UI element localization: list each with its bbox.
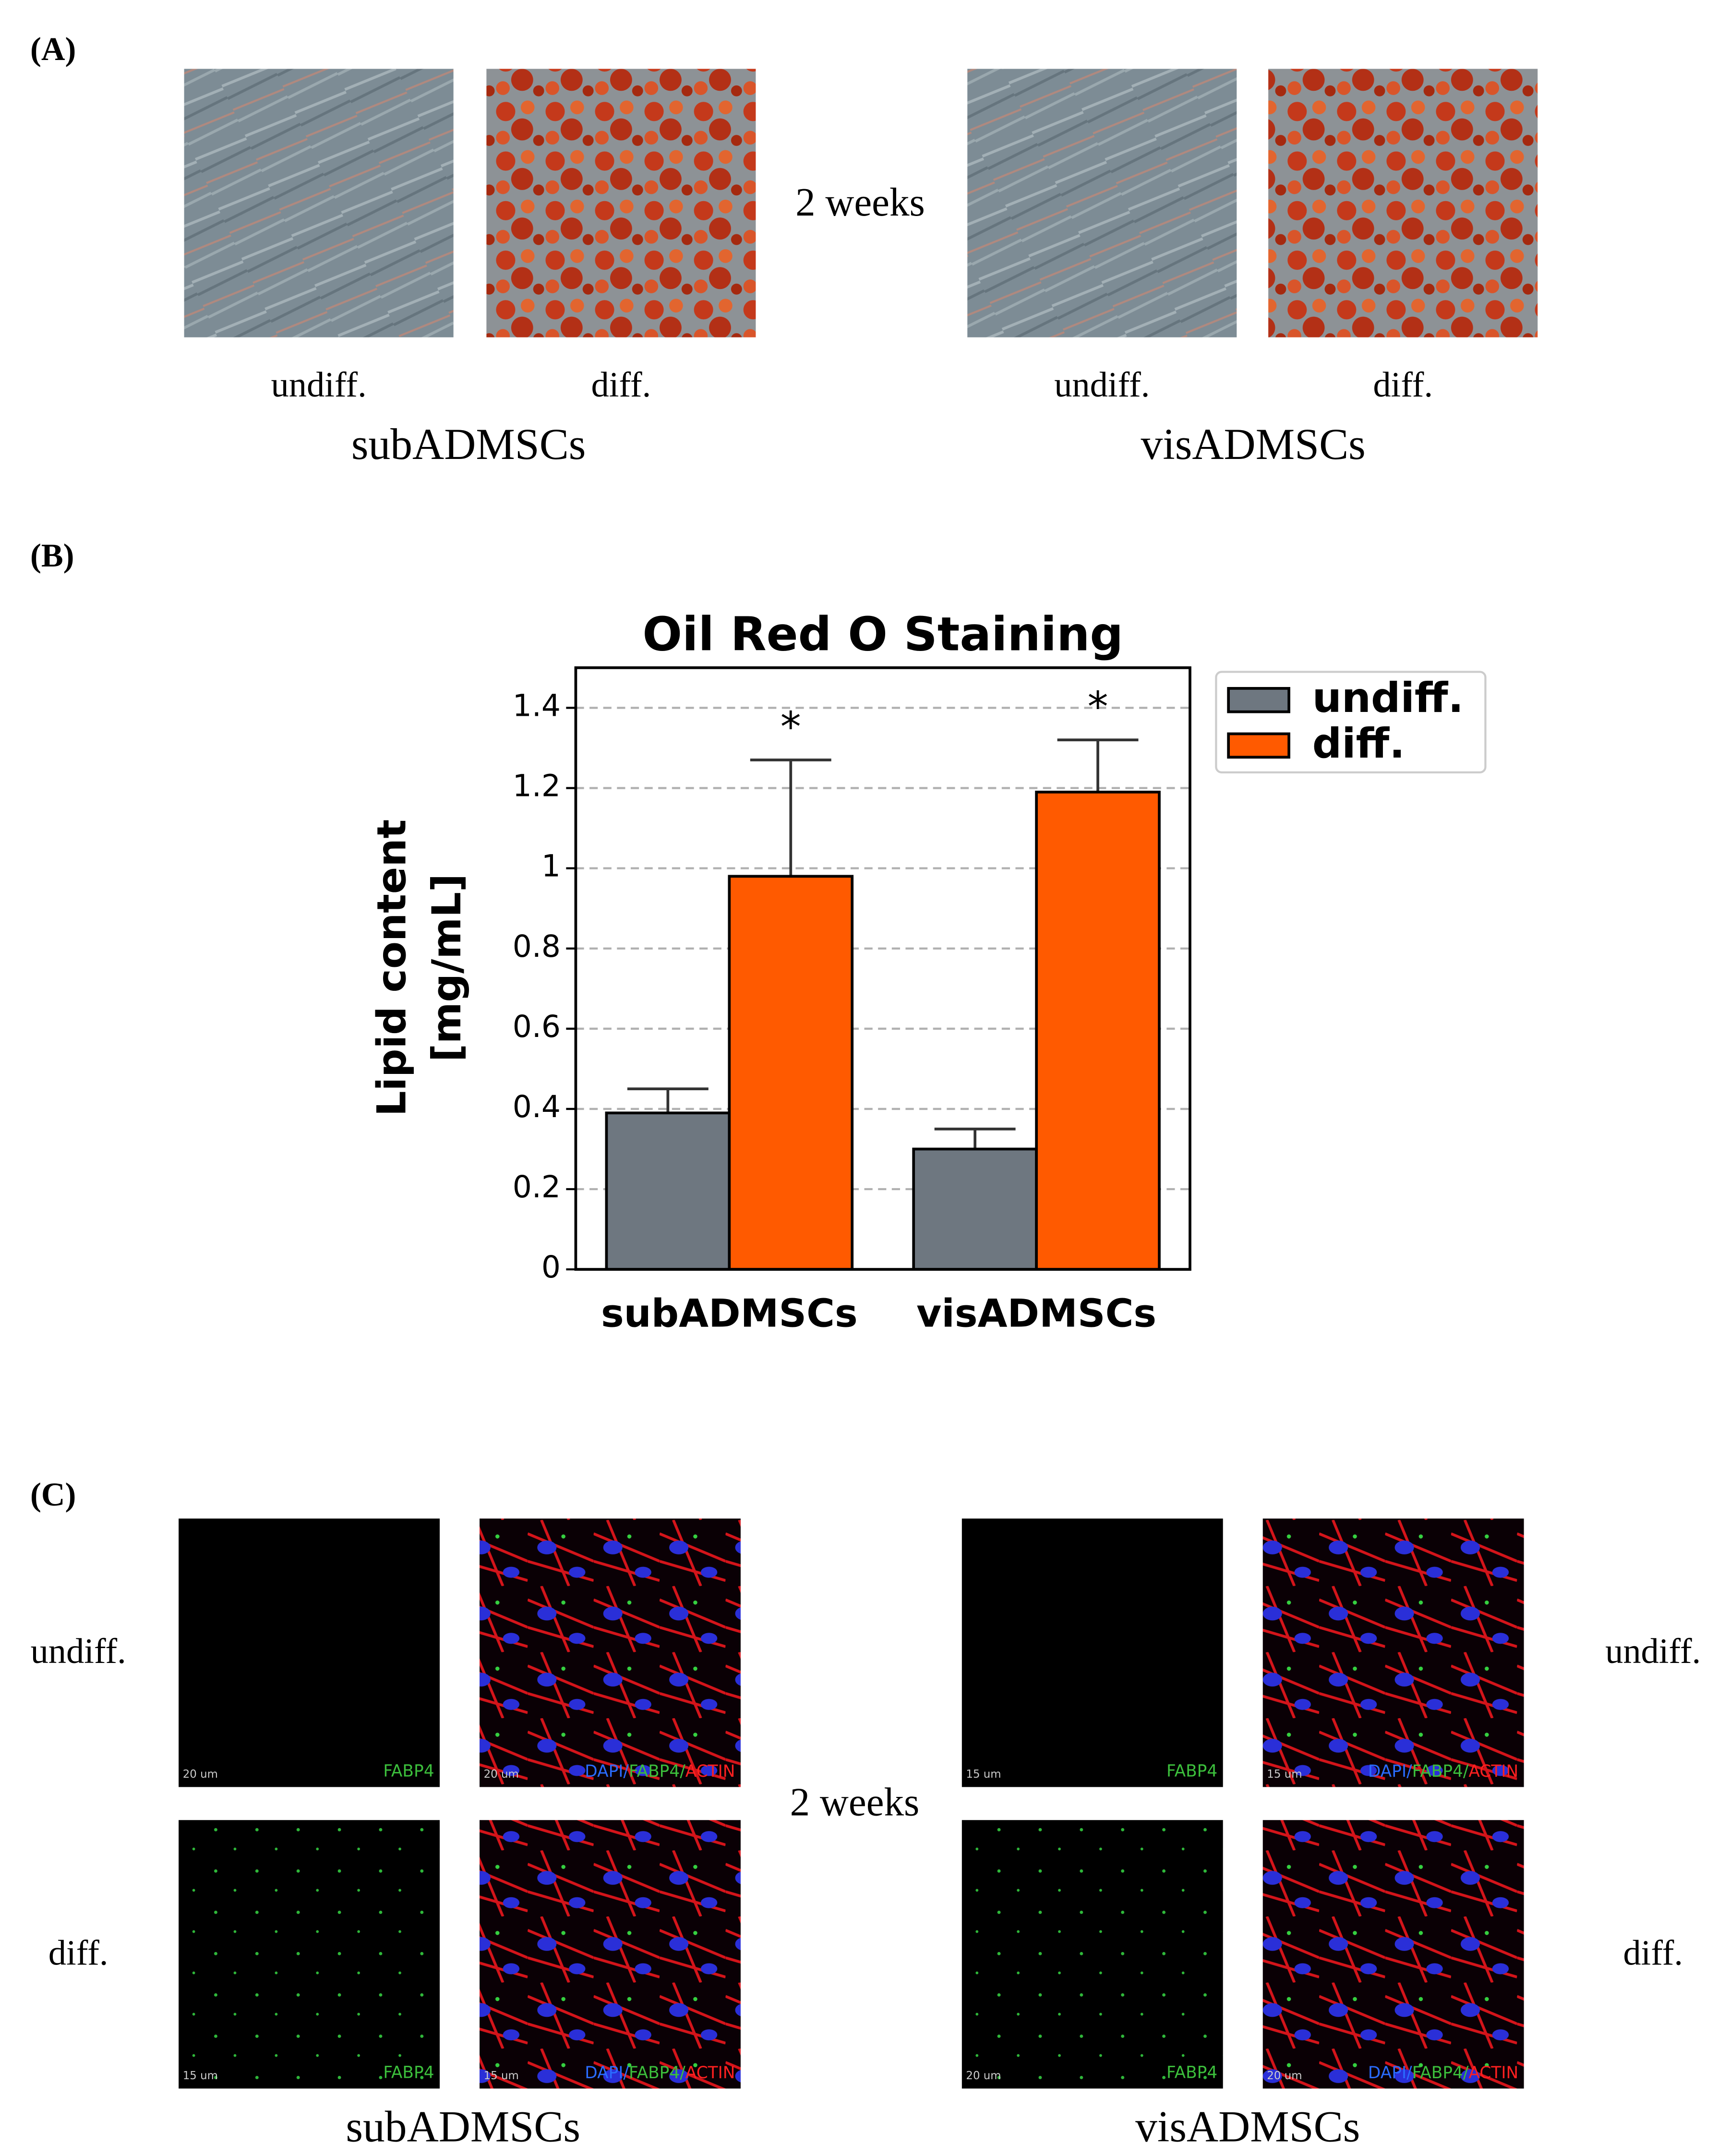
error-bar <box>627 1087 709 1113</box>
micrograph <box>480 1518 741 1787</box>
row-label: undiff. <box>31 1632 126 1671</box>
y-tick-label: 0.4 <box>513 1089 561 1124</box>
y-tick-label: 0.8 <box>513 928 561 964</box>
panel-label: (A) <box>30 31 76 67</box>
stain-label: DAPI/FABP4/ACTIN <box>585 2063 735 2082</box>
stain-label-part: ACTIN <box>1468 1761 1518 1781</box>
error-bar <box>1057 738 1139 792</box>
stain-label-part: DAPI/ <box>585 1761 629 1781</box>
scale-bar-label: 15 um <box>1267 1768 1302 1781</box>
stain-label-part: FABP4/ <box>1412 1761 1469 1781</box>
stain-label-part: FABP4/ <box>1412 2063 1469 2082</box>
micrograph <box>1262 1820 1524 2089</box>
condition-label: diff. <box>591 365 651 405</box>
scale-bar-label: 20 um <box>183 1768 218 1781</box>
row-label: diff. <box>48 1933 108 1973</box>
bar <box>728 875 854 1271</box>
stain-label: DAPI/FABP4/ACTIN <box>1368 1761 1518 1781</box>
stain-label: FABP4 <box>383 2063 434 2082</box>
y-axis-label-line: Lipid content <box>369 819 415 1117</box>
row-label: diff. <box>1623 1933 1683 1973</box>
y-tick-label: 0 <box>541 1249 561 1285</box>
plot-frame <box>574 666 1191 1271</box>
stain-label: DAPI/FABP4/ACTIN <box>585 1761 735 1781</box>
panel-label: (C) <box>30 1476 76 1513</box>
y-axis-label-line: [mg/mL] <box>423 874 470 1062</box>
micrograph <box>1262 1518 1524 1787</box>
group-label: visADMSCs <box>1135 2102 1360 2151</box>
panel-label: (B) <box>30 537 74 574</box>
legend-swatch <box>1227 732 1290 759</box>
stain-label: FABP4 <box>383 1761 434 1781</box>
stain-label-part: ACTIN <box>1468 2063 1518 2082</box>
bar <box>1035 791 1161 1271</box>
condition-label: undiff. <box>271 365 367 405</box>
duration-label: 2 weeks <box>790 1780 920 1824</box>
scale-bar-label: 15 um <box>484 2070 519 2082</box>
micrograph <box>1268 69 1538 337</box>
y-tick-label: 1 <box>541 848 561 884</box>
stain-label-part: DAPI/ <box>1368 2063 1412 2082</box>
micrograph <box>486 69 756 337</box>
row-label: undiff. <box>1605 1632 1701 1671</box>
micrograph <box>480 1820 741 2089</box>
stain-label-part: ACTIN <box>685 2063 735 2082</box>
stain-label-part: FABP4/ <box>629 1761 685 1781</box>
legend-label: undiff. <box>1312 674 1464 722</box>
stain-label-part: FABP4/ <box>629 2063 685 2082</box>
y-tick-label: 0.6 <box>513 1009 561 1044</box>
group-label: visADMSCs <box>1141 420 1366 469</box>
micrograph <box>967 69 1237 337</box>
stain-label-part: DAPI/ <box>585 2063 629 2082</box>
legend-label: diff. <box>1312 720 1405 768</box>
y-tick-label: 1.4 <box>513 687 561 723</box>
error-bar <box>750 759 831 877</box>
stain-label: FABP4 <box>1166 1761 1217 1781</box>
scale-bar-label: 20 um <box>966 2070 1001 2082</box>
stain-label: DAPI/FABP4/ACTIN <box>1368 2063 1518 2082</box>
scale-bar-label: 15 um <box>183 2070 218 2082</box>
x-tick-label: subADMSCs <box>601 1291 858 1336</box>
y-tick-label: 1.2 <box>513 768 561 804</box>
condition-label: undiff. <box>1054 365 1150 405</box>
micrograph <box>961 1820 1223 2089</box>
micrograph <box>179 1820 440 2089</box>
micrograph <box>961 1518 1223 1787</box>
stain-label: FABP4 <box>1166 2063 1217 2082</box>
error-bar <box>934 1127 1016 1149</box>
bar <box>912 1147 1038 1271</box>
condition-label: diff. <box>1373 365 1433 405</box>
bar <box>605 1111 731 1271</box>
group-label: subADMSCs <box>346 2102 580 2151</box>
significance-marker: * <box>1088 683 1108 731</box>
legend-swatch <box>1227 687 1290 713</box>
stain-label-part: DAPI/ <box>1368 1761 1412 1781</box>
significance-marker: * <box>781 703 801 751</box>
duration-label: 2 weeks <box>795 180 925 224</box>
y-axis-label: Lipid content [mg/mL] <box>369 819 470 1117</box>
y-tick-label: 0.2 <box>513 1169 561 1204</box>
chart-title: Oil Red O Staining <box>642 607 1123 662</box>
stain-label-part: ACTIN <box>685 1761 735 1781</box>
scale-bar-label: 20 um <box>484 1768 519 1781</box>
scale-bar-label: 20 um <box>1267 2070 1302 2082</box>
x-tick-label: visADMSCs <box>916 1291 1156 1336</box>
scale-bar-label: 15 um <box>966 1768 1001 1781</box>
micrograph <box>184 69 454 337</box>
group-label: subADMSCs <box>351 420 586 469</box>
micrograph <box>179 1518 440 1787</box>
